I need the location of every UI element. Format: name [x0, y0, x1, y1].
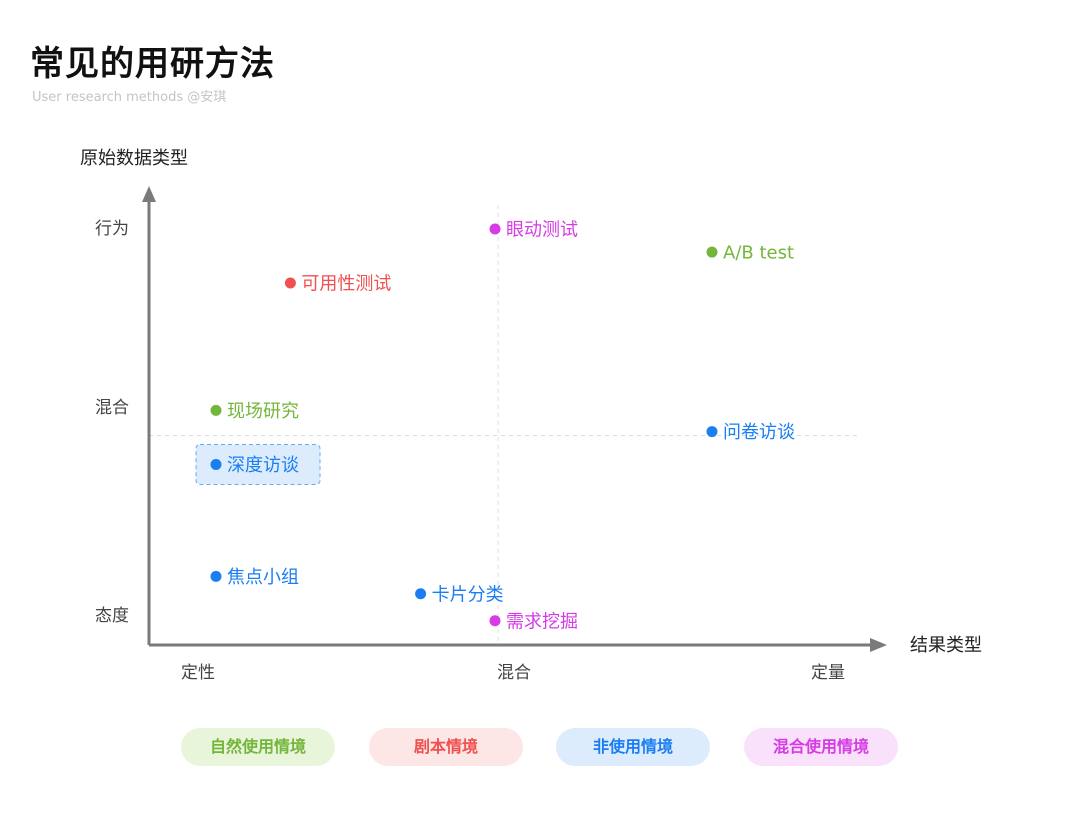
legend-item-non: 非使用情境: [556, 728, 710, 766]
page-subtitle: User research methods @安琪: [32, 90, 227, 105]
point-dot: [706, 426, 718, 438]
legend-item-scripted: 剧本情境: [369, 728, 523, 766]
y-tick-label: 态度: [95, 606, 129, 626]
point-label: 现场研究: [227, 401, 299, 422]
point-dot: [489, 223, 501, 235]
data-point[interactable]: 需求挖掘: [489, 611, 579, 632]
y-tick-label: 行为: [95, 219, 129, 239]
data-point[interactable]: 焦点小组: [210, 567, 300, 588]
x-tick-label: 定量: [811, 663, 845, 683]
data-point[interactable]: 深度访谈: [195, 443, 321, 485]
x-tick-label: 定性: [181, 663, 215, 683]
data-point[interactable]: 可用性测试: [284, 274, 392, 295]
x-tick-label: 混合: [497, 663, 531, 683]
point-label: 需求挖掘: [506, 611, 578, 632]
data-point[interactable]: 眼动测试: [489, 220, 579, 241]
data-point[interactable]: A/B test: [706, 243, 795, 264]
legend: 自然使用情境 剧本情境 非使用情境 混合使用情境: [0, 728, 1080, 768]
highlight-box: [195, 443, 321, 485]
legend-item-mixed: 混合使用情境: [744, 728, 898, 766]
y-axis-label: 原始数据类型: [80, 148, 188, 169]
y-axis-arrow: [142, 186, 156, 202]
x-axis-arrow: [870, 638, 887, 652]
point-label: 眼动测试: [506, 220, 578, 241]
point-label: 焦点小组: [227, 567, 299, 588]
point-dot: [210, 570, 222, 582]
data-point[interactable]: 现场研究: [210, 401, 300, 422]
point-label: 可用性测试: [301, 274, 391, 295]
point-label: A/B test: [723, 243, 794, 264]
data-points: 眼动测试 A/B test 可用性测试现场研究问卷访谈深度访谈焦点小组卡片分类需求挖…: [195, 220, 796, 632]
point-dot: [210, 404, 222, 416]
x-axis-label: 结果类型: [910, 635, 982, 656]
y-tick-label: 混合: [95, 398, 129, 418]
point-label: 问卷访谈: [723, 422, 795, 443]
center-guides: [149, 205, 860, 645]
point-dot: [284, 277, 296, 289]
point-dot: [489, 615, 501, 627]
page-title: 常见的用研方法: [30, 44, 275, 84]
point-dot: [210, 458, 222, 470]
data-point[interactable]: 卡片分类: [415, 584, 504, 605]
point-label: 深度访谈: [227, 455, 299, 476]
point-label: 卡片分类: [432, 584, 504, 605]
point-dot: [415, 588, 427, 600]
data-point[interactable]: 问卷访谈: [706, 422, 796, 443]
point-dot: [706, 246, 718, 258]
legend-item-natural: 自然使用情境: [181, 728, 335, 766]
